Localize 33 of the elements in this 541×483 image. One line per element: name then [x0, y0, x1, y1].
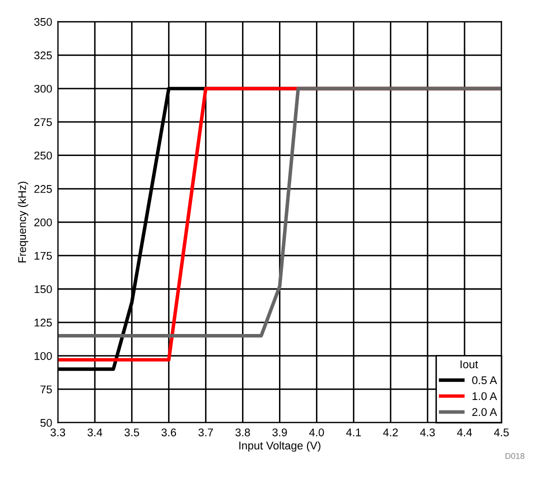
y-tick-label: 350	[34, 18, 52, 26]
x-tick-label: 3.9	[272, 428, 287, 436]
y-tick-label: 300	[34, 84, 52, 93]
y-tick-label: 225	[34, 185, 52, 193]
x-axis-title: Input Voltage (V)	[239, 441, 320, 452]
x-tick-label: 4.4	[457, 428, 472, 436]
x-tick-label: 3.6	[161, 428, 176, 436]
x-tick-label: 4.0	[309, 428, 324, 436]
legend-title: Iout	[460, 360, 478, 368]
y-tick-label: 275	[34, 118, 52, 126]
x-tick-label: 4.1	[346, 428, 361, 436]
text: D018	[506, 453, 524, 459]
x-tick-label: 4.2	[383, 428, 398, 436]
x-tick-label: 3.8	[235, 428, 250, 436]
x-tick-label: 3.4	[88, 428, 102, 436]
y-tick-label: 100	[34, 352, 52, 360]
y-tick-label: 150	[34, 285, 52, 294]
legend-label: 0.5 A	[472, 376, 498, 384]
x-tick-label: 3.5	[124, 428, 140, 436]
x-tick-label: 4.3	[420, 428, 435, 436]
y-tick-label: 200	[34, 218, 52, 226]
legend-label: 2.0 A	[472, 408, 498, 416]
y-tick-label: 50	[40, 418, 52, 427]
y-tick-label: 325	[34, 51, 52, 60]
x-tick-label: 3.3	[50, 428, 66, 436]
y-axis-title: Frequency (kHz)	[18, 182, 28, 262]
x-tick-label: 4.5	[494, 428, 509, 436]
y-tick-label: 250	[34, 152, 52, 160]
y-tick-label: 125	[34, 318, 52, 327]
legend-label: 1.0 A	[472, 392, 498, 400]
y-tick-label: 175	[34, 252, 52, 260]
x-tick-label: 3.7	[198, 428, 213, 436]
y-tick-label: 75	[40, 386, 52, 394]
